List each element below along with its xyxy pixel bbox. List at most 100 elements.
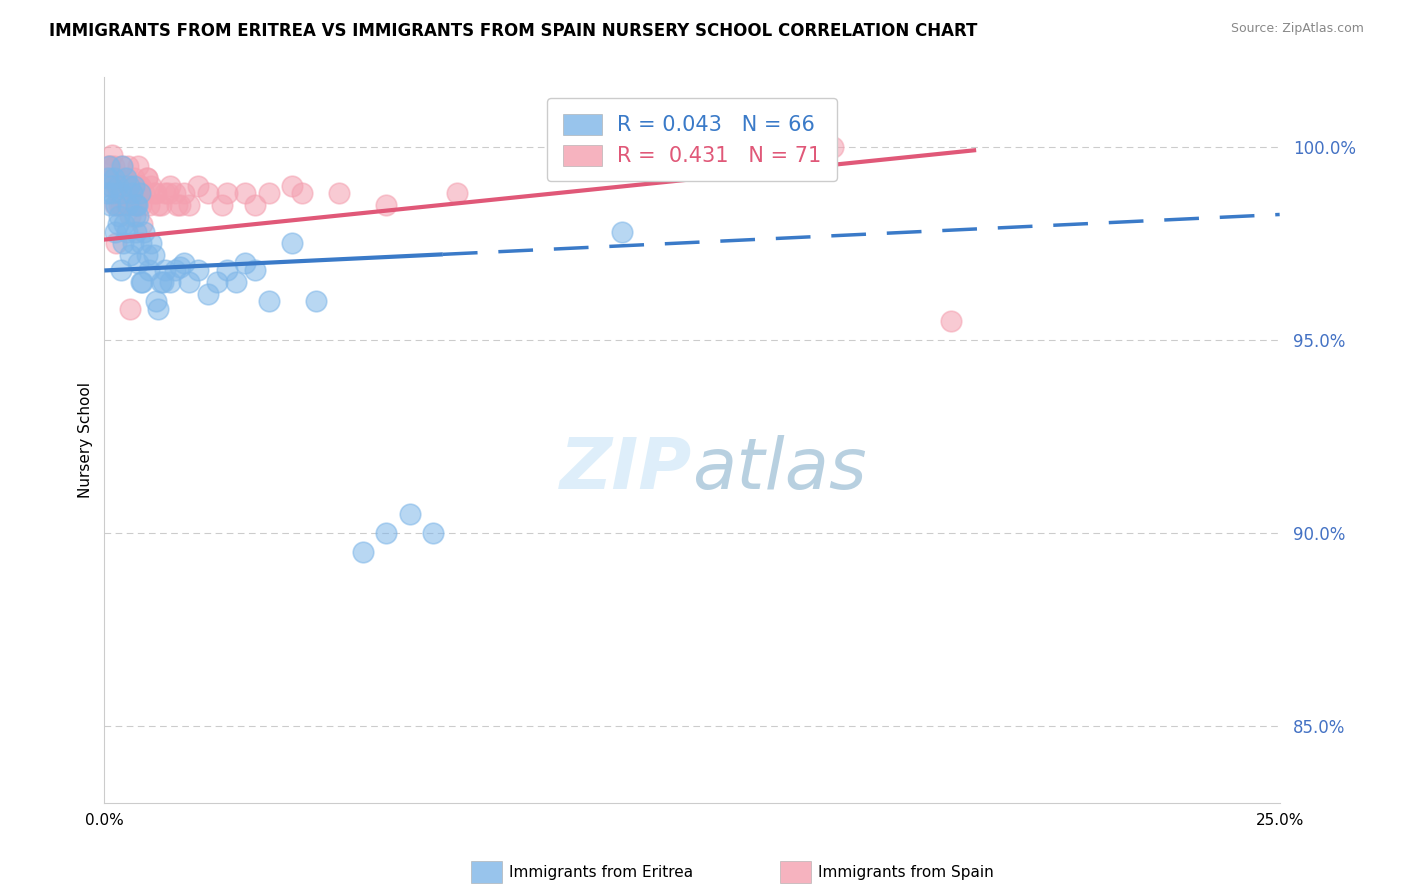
Point bbox=[145, 294, 167, 309]
Point bbox=[100, 170, 122, 185]
Point bbox=[98, 159, 121, 173]
Y-axis label: Nursery School: Nursery School bbox=[79, 383, 93, 499]
Point bbox=[215, 263, 238, 277]
Point bbox=[225, 275, 247, 289]
Point bbox=[97, 170, 120, 185]
Point bbox=[138, 263, 160, 277]
Point bbox=[148, 301, 170, 316]
Point bbox=[142, 248, 165, 262]
Point bbox=[564, 140, 586, 154]
Point bbox=[115, 225, 138, 239]
Point bbox=[114, 186, 136, 201]
Point bbox=[125, 198, 148, 212]
Point bbox=[120, 301, 142, 316]
Point bbox=[257, 186, 280, 201]
Point bbox=[108, 210, 131, 224]
Point bbox=[120, 210, 142, 224]
Point bbox=[110, 263, 132, 277]
Point bbox=[422, 526, 444, 541]
Point bbox=[122, 170, 145, 185]
Point bbox=[120, 248, 142, 262]
Point bbox=[197, 286, 219, 301]
Point bbox=[149, 275, 172, 289]
Point bbox=[127, 256, 149, 270]
Point bbox=[125, 178, 148, 193]
Point bbox=[135, 170, 157, 185]
Text: IMMIGRANTS FROM ERITREA VS IMMIGRANTS FROM SPAIN NURSERY SCHOOL CORRELATION CHAR: IMMIGRANTS FROM ERITREA VS IMMIGRANTS FR… bbox=[49, 22, 977, 40]
Point bbox=[121, 186, 143, 201]
Point bbox=[141, 236, 163, 251]
Point bbox=[127, 210, 149, 224]
Point bbox=[163, 186, 186, 201]
Point bbox=[177, 198, 200, 212]
Point bbox=[152, 275, 174, 289]
Point bbox=[135, 170, 157, 185]
Point bbox=[108, 198, 131, 212]
Point bbox=[173, 186, 195, 201]
Point bbox=[328, 186, 350, 201]
Point bbox=[117, 198, 139, 212]
Point bbox=[121, 236, 143, 251]
Point bbox=[112, 170, 135, 185]
Text: ZIP: ZIP bbox=[560, 435, 692, 504]
Point bbox=[610, 225, 633, 239]
Point bbox=[124, 198, 146, 212]
Point bbox=[281, 178, 304, 193]
Legend: R = 0.043   N = 66, R =  0.431   N = 71: R = 0.043 N = 66, R = 0.431 N = 71 bbox=[547, 98, 837, 181]
Point bbox=[122, 178, 145, 193]
Point bbox=[352, 545, 374, 559]
Point bbox=[243, 198, 266, 212]
Point bbox=[105, 178, 128, 193]
Point bbox=[155, 263, 177, 277]
Point bbox=[155, 186, 177, 201]
Point bbox=[799, 140, 821, 154]
Point bbox=[104, 225, 127, 239]
Point bbox=[135, 248, 157, 262]
Point bbox=[118, 186, 141, 201]
Point bbox=[166, 198, 188, 212]
Point bbox=[156, 186, 179, 201]
Point bbox=[121, 186, 143, 201]
Point bbox=[215, 186, 238, 201]
Text: Source: ZipAtlas.com: Source: ZipAtlas.com bbox=[1230, 22, 1364, 36]
Point bbox=[399, 507, 422, 521]
Point bbox=[112, 186, 135, 201]
Point bbox=[134, 225, 156, 239]
Point bbox=[375, 526, 398, 541]
Point bbox=[110, 178, 132, 193]
Point bbox=[187, 178, 209, 193]
Point bbox=[128, 186, 150, 201]
Point bbox=[101, 147, 124, 161]
Point bbox=[235, 256, 257, 270]
Point bbox=[821, 140, 844, 154]
Text: Immigrants from Eritrea: Immigrants from Eritrea bbox=[509, 865, 693, 880]
Point bbox=[751, 140, 773, 154]
Text: atlas: atlas bbox=[692, 435, 866, 504]
Point bbox=[114, 198, 136, 212]
Point bbox=[163, 263, 186, 277]
Point bbox=[305, 294, 328, 309]
Point bbox=[97, 159, 120, 173]
Point bbox=[115, 178, 138, 193]
Point bbox=[291, 186, 314, 201]
Point bbox=[114, 170, 136, 185]
Point bbox=[138, 198, 160, 212]
Point bbox=[111, 159, 134, 173]
Point bbox=[205, 275, 228, 289]
Point bbox=[98, 178, 121, 193]
Point bbox=[111, 159, 134, 173]
Point bbox=[107, 186, 129, 201]
Point bbox=[129, 236, 152, 251]
Point bbox=[142, 186, 165, 201]
Point bbox=[681, 140, 703, 154]
Point bbox=[145, 186, 167, 201]
Point bbox=[939, 313, 962, 327]
Point bbox=[281, 236, 304, 251]
Point bbox=[129, 275, 152, 289]
Point bbox=[446, 186, 468, 201]
Point bbox=[112, 217, 135, 231]
Point bbox=[159, 275, 181, 289]
Point bbox=[105, 236, 128, 251]
Point bbox=[104, 198, 127, 212]
Point bbox=[129, 198, 152, 212]
